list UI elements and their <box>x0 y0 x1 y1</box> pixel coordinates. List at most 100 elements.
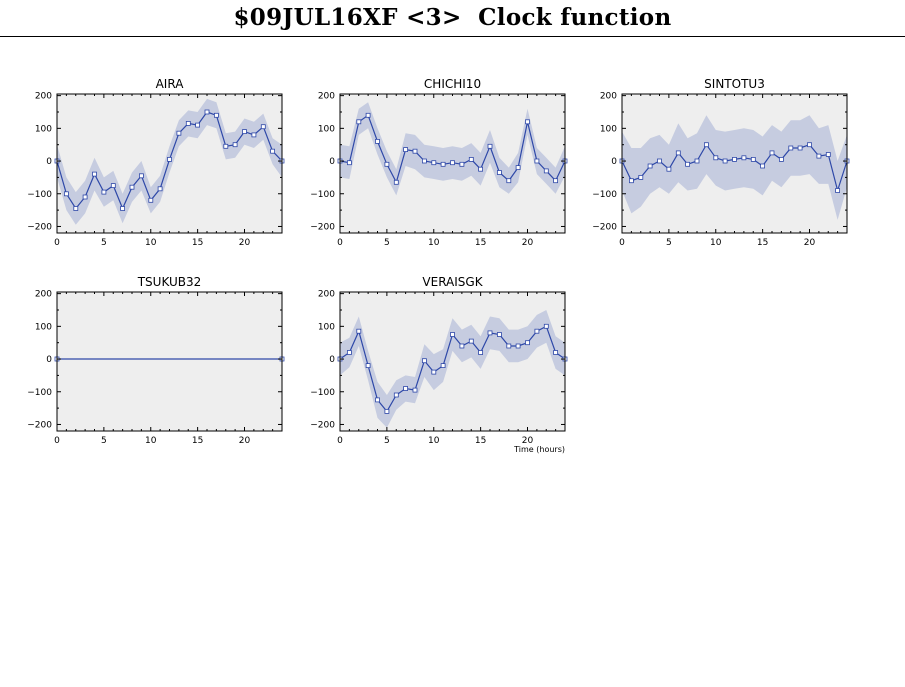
x-tick-label: 10 <box>428 436 440 446</box>
data-point <box>807 142 812 148</box>
chart-panel-3: 0 5 10 15 20 −200 −100 0 100 200 TSUKUB32 <box>27 275 285 446</box>
x-tick-label: 10 <box>145 436 157 446</box>
data-point <box>487 330 493 336</box>
y-tick-label: −200 <box>310 222 335 232</box>
data-point <box>73 206 79 211</box>
data-point <box>101 189 107 195</box>
y-tick-label: −100 <box>592 190 617 200</box>
data-point <box>403 386 409 391</box>
chart-panel-4: 0 5 10 15 20 −200 −100 0 100 200 VERAISGK Time (hou… <box>310 275 568 454</box>
data-point <box>553 178 558 184</box>
x-tick-label: 20 <box>522 436 534 446</box>
data-point <box>393 392 399 398</box>
data-point <box>750 156 756 162</box>
chart-title: TSUKUB32 <box>137 275 202 289</box>
data-point <box>704 142 709 148</box>
data-point <box>213 112 219 118</box>
data-point <box>412 387 418 393</box>
x-tick-label: 0 <box>54 238 60 248</box>
x-tick-label: 5 <box>384 436 390 446</box>
data-point <box>478 166 484 172</box>
data-point <box>242 129 247 135</box>
x-tick-label: 15 <box>475 436 486 446</box>
data-point <box>120 206 125 211</box>
data-point <box>195 122 201 128</box>
title-divider <box>0 36 905 37</box>
y-tick-label: 200 <box>35 290 52 300</box>
data-point <box>421 158 427 164</box>
data-point <box>732 156 737 162</box>
x-tick-label: 10 <box>145 238 157 248</box>
y-tick-label: 0 <box>611 157 617 167</box>
data-point <box>506 178 512 184</box>
x-tick-label: 0 <box>337 436 343 446</box>
data-point <box>346 350 352 355</box>
data-point <box>675 150 681 156</box>
data-point <box>148 197 154 203</box>
y-tick-label: 100 <box>600 124 617 134</box>
y-tick-label: 200 <box>35 92 52 102</box>
y-tick-label: −100 <box>27 190 52 200</box>
y-tick-label: 200 <box>318 92 335 102</box>
data-point <box>459 161 465 167</box>
data-point <box>64 191 69 197</box>
x-tick-label: 0 <box>337 238 343 248</box>
data-point <box>629 178 634 184</box>
y-tick-label: 100 <box>35 124 52 134</box>
page-title: $09JUL16XF <3> Clock function <box>233 4 672 31</box>
data-point <box>769 150 775 156</box>
y-tick-label: 200 <box>318 290 335 300</box>
data-point <box>412 148 418 154</box>
y-tick-label: −200 <box>27 222 52 232</box>
y-tick-label: 0 <box>46 355 52 365</box>
data-point <box>496 332 502 337</box>
y-tick-label: 0 <box>46 157 52 167</box>
data-point <box>384 408 390 414</box>
data-point <box>129 184 135 190</box>
data-point <box>760 163 765 169</box>
chart-panel-0: 0 5 10 15 20 −200 −100 0 100 200 AIRA <box>27 77 285 248</box>
data-point <box>346 160 352 166</box>
y-tick-label: −100 <box>310 388 335 398</box>
plot-area <box>57 292 282 431</box>
x-tick-label: 5 <box>101 238 107 248</box>
data-point <box>515 165 521 171</box>
data-point <box>835 188 840 193</box>
data-point <box>365 112 371 118</box>
x-tick-label: 5 <box>384 238 390 248</box>
data-point <box>525 340 530 346</box>
data-point <box>713 155 719 161</box>
data-point <box>251 132 257 138</box>
data-point <box>375 138 380 144</box>
data-point <box>468 338 474 344</box>
y-tick-label: −200 <box>310 420 335 430</box>
data-point <box>440 363 446 369</box>
y-tick-label: −200 <box>592 222 617 232</box>
uncertainty-band <box>340 310 565 428</box>
data-point <box>459 343 465 349</box>
data-point <box>365 363 371 369</box>
data-point <box>204 109 210 115</box>
data-point <box>543 323 549 329</box>
data-point <box>478 350 484 355</box>
x-tick-label: 15 <box>192 436 203 446</box>
x-axis-label: Time (hours) <box>513 445 565 454</box>
x-tick-label: 5 <box>666 238 672 248</box>
y-tick-label: −100 <box>27 388 52 398</box>
x-tick-label: 20 <box>239 238 251 248</box>
chart-panel-1: 0 5 10 15 20 −200 −100 0 100 200 CHICHI10 <box>310 77 568 248</box>
data-point <box>384 161 390 167</box>
uncertainty-band <box>57 98 282 225</box>
data-point <box>450 160 455 166</box>
x-tick-label: 15 <box>192 238 203 248</box>
data-point <box>779 156 784 162</box>
data-point <box>403 147 409 153</box>
data-point <box>694 158 700 164</box>
chart-title: SINTOTU3 <box>704 77 765 91</box>
data-point <box>431 160 437 166</box>
chart-title: CHICHI10 <box>424 77 481 91</box>
y-tick-label: 0 <box>329 157 335 167</box>
data-point <box>138 173 144 179</box>
data-point <box>375 397 380 403</box>
chart-title: VERAISGK <box>422 275 483 289</box>
